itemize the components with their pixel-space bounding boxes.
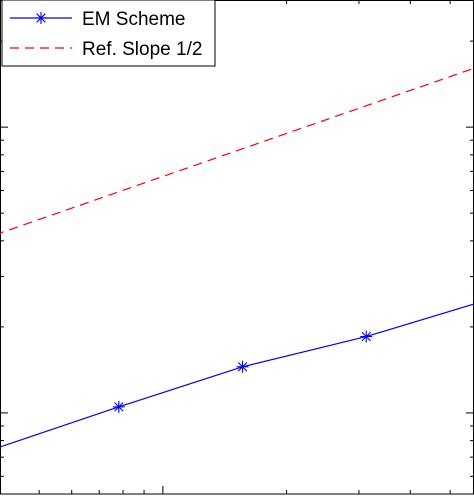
star-arm [36,13,46,23]
legend-box [1,0,216,67]
legend-label-em-scheme: EM Scheme [82,9,185,30]
legend-marker-em-scheme [35,12,47,24]
data-point-em-scheme [360,330,373,343]
star-arm [361,331,371,342]
data-point-em-scheme [236,360,249,373]
series-line-em-scheme [0,303,474,448]
star-arm [237,362,248,372]
legend: EM Scheme Ref. Slope 1/2 [1,0,216,67]
plot-series [0,67,474,450]
legend-label-ref-slope: Ref. Slope 1/2 [82,39,202,60]
series-line-ref-slope-1-2 [0,67,474,234]
star-arm [114,402,124,412]
legend-star [35,12,47,24]
data-point-em-scheme [112,400,125,413]
